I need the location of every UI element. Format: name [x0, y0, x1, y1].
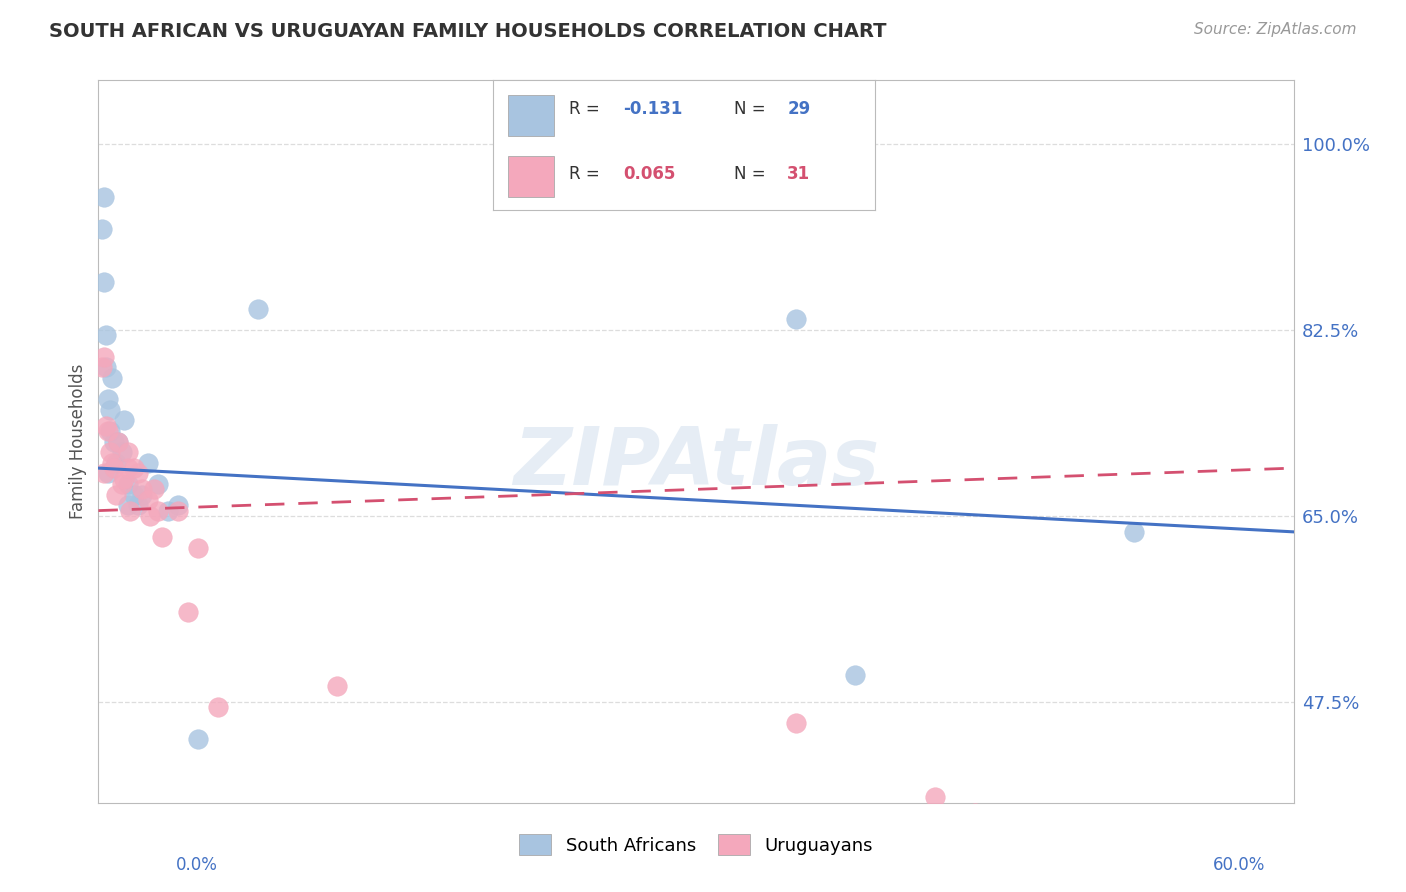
Point — [136, 493, 159, 508]
Point — [96, 418, 118, 433]
Point — [136, 456, 159, 470]
Text: Source: ZipAtlas.com: Source: ZipAtlas.com — [1194, 22, 1357, 37]
Point — [187, 541, 209, 555]
Point — [93, 467, 115, 481]
Point — [91, 222, 114, 236]
Point — [844, 668, 866, 682]
Point — [117, 498, 139, 512]
Point — [117, 445, 139, 459]
Text: 0.0%: 0.0% — [176, 856, 218, 874]
Point — [101, 371, 124, 385]
Point — [93, 275, 115, 289]
Point — [117, 477, 139, 491]
Point — [96, 328, 118, 343]
Point — [127, 467, 149, 481]
Point — [93, 190, 115, 204]
Point — [111, 477, 134, 491]
Point — [96, 360, 118, 375]
Y-axis label: Family Households: Family Households — [69, 364, 87, 519]
Point — [112, 472, 135, 486]
Point — [785, 312, 807, 326]
Point — [107, 434, 129, 449]
Point — [150, 530, 173, 544]
Point — [246, 301, 269, 316]
Point — [187, 732, 209, 747]
Point — [1123, 524, 1146, 539]
Point — [98, 445, 122, 459]
Point — [97, 392, 120, 406]
Point — [111, 445, 134, 459]
Point — [101, 456, 124, 470]
Point — [91, 360, 114, 375]
Text: ZIPAtlas: ZIPAtlas — [513, 425, 879, 502]
Point — [120, 503, 142, 517]
Point — [131, 483, 153, 497]
Point — [97, 424, 120, 438]
Point — [148, 503, 170, 517]
Point — [177, 605, 200, 619]
Point — [93, 350, 115, 364]
Point — [105, 456, 128, 470]
Point — [207, 700, 229, 714]
Point — [148, 477, 170, 491]
Point — [98, 424, 122, 438]
Point — [131, 488, 153, 502]
Point — [157, 503, 180, 517]
Point — [167, 498, 190, 512]
Point — [112, 413, 135, 427]
Point — [105, 488, 128, 502]
Point — [103, 434, 125, 449]
Point — [326, 679, 349, 693]
Point — [117, 461, 139, 475]
Text: 60.0%: 60.0% — [1213, 856, 1265, 874]
Point — [924, 790, 946, 805]
Point — [963, 806, 986, 821]
Point — [124, 461, 146, 475]
Legend: South Africans, Uruguayans: South Africans, Uruguayans — [512, 827, 880, 863]
Point — [785, 716, 807, 731]
Point — [124, 488, 146, 502]
Point — [103, 461, 125, 475]
Point — [98, 402, 122, 417]
Point — [97, 467, 120, 481]
Point — [167, 503, 190, 517]
Text: SOUTH AFRICAN VS URUGUAYAN FAMILY HOUSEHOLDS CORRELATION CHART: SOUTH AFRICAN VS URUGUAYAN FAMILY HOUSEH… — [49, 22, 887, 41]
Point — [143, 483, 166, 497]
Point — [107, 434, 129, 449]
Point — [139, 508, 162, 523]
Point — [127, 498, 149, 512]
